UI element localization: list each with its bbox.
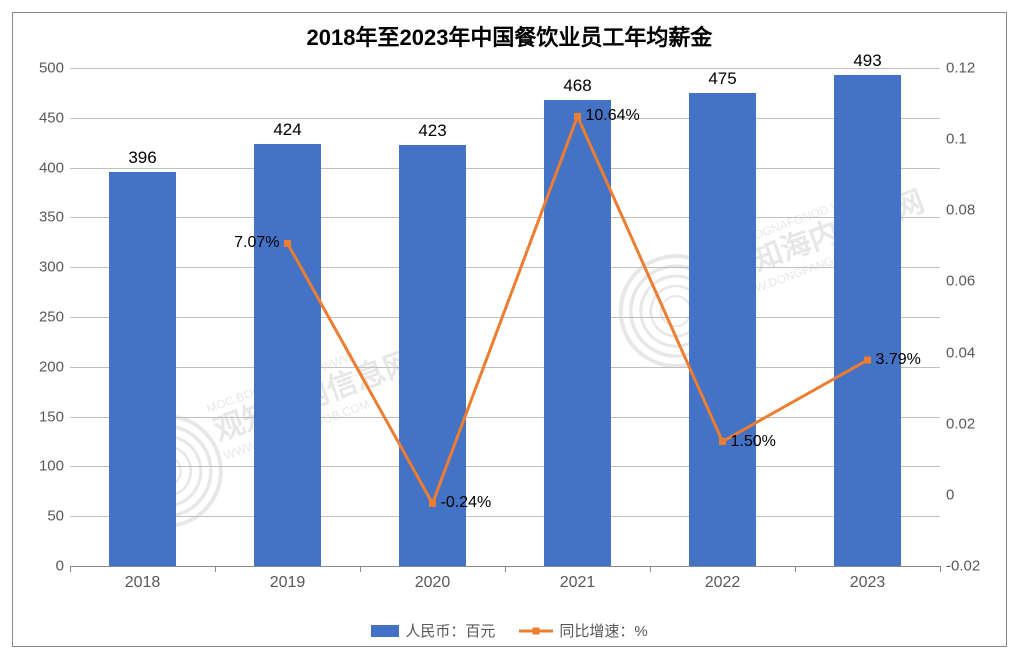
legend-item-bar: 人民币：百元 [371, 620, 495, 641]
legend-line-swatch [519, 624, 553, 638]
y-right-tick-label: 0.06 [940, 273, 975, 290]
y-right-tick-label: 0 [940, 486, 954, 503]
x-tick-label: 2023 [850, 566, 886, 592]
y-right-tick-label: 0.02 [940, 415, 975, 432]
line-path [288, 116, 868, 503]
bar-value-label: 423 [418, 121, 446, 141]
y-left-tick-label: 300 [39, 259, 70, 276]
line-value-label: 7.07% [234, 234, 279, 252]
legend-line-label: 同比增速：% [559, 620, 647, 641]
line-value-label: 10.64% [586, 107, 640, 125]
line-value-label: -0.24% [441, 494, 492, 512]
x-tick [360, 566, 361, 572]
bar-value-label: 468 [563, 76, 591, 96]
x-tick-label: 2020 [415, 566, 451, 592]
legend-bar-label: 人民币：百元 [405, 620, 495, 641]
x-tick-label: 2022 [705, 566, 741, 592]
line-series [70, 68, 940, 566]
y-right-tick-label: 0.1 [940, 131, 967, 148]
x-tick [215, 566, 216, 572]
line-value-label: 3.79% [876, 351, 921, 369]
legend-bar-swatch [371, 625, 399, 637]
line-marker [864, 357, 871, 364]
chart-root: 2018年至2023年中国餐饮业员工年均薪金 观知海内信息网WWW.DONGFA… [0, 0, 1019, 659]
legend-item-line: 同比增速：% [519, 620, 647, 641]
line-marker [719, 438, 726, 445]
bar-value-label: 424 [273, 120, 301, 140]
bar-value-label: 475 [708, 69, 736, 89]
x-tick-label: 2018 [125, 566, 161, 592]
y-left-tick-label: 50 [47, 508, 70, 525]
y-left-tick-label: 0 [56, 558, 70, 575]
y-right-tick-label: 0.04 [940, 344, 975, 361]
y-left-tick-label: 400 [39, 159, 70, 176]
line-value-label: 1.50% [731, 433, 776, 451]
bar-value-label: 396 [128, 148, 156, 168]
y-left-tick-label: 350 [39, 209, 70, 226]
x-tick [505, 566, 506, 572]
x-tick [70, 566, 71, 572]
y-left-tick-label: 200 [39, 358, 70, 375]
chart-title: 2018年至2023年中国餐饮业员工年均薪金 [0, 20, 1019, 52]
line-marker [574, 113, 581, 120]
y-left-tick-label: 500 [39, 60, 70, 77]
x-tick-label: 2021 [560, 566, 596, 592]
bar-value-label: 493 [853, 51, 881, 71]
x-tick-label: 2019 [270, 566, 306, 592]
x-tick [940, 566, 941, 572]
line-marker [284, 240, 291, 247]
y-right-tick-label: 0.08 [940, 202, 975, 219]
x-tick [795, 566, 796, 572]
y-left-tick-label: 250 [39, 309, 70, 326]
legend: 人民币：百元 同比增速：% [0, 620, 1019, 641]
x-tick [650, 566, 651, 572]
y-right-tick-label: 0.12 [940, 60, 975, 77]
y-left-tick-label: 150 [39, 408, 70, 425]
y-left-tick-label: 100 [39, 458, 70, 475]
line-marker [429, 500, 436, 507]
plot-area: 观知海内信息网WWW.DONGFANGOB.COMMOC.BOGNAFGNOD.… [70, 68, 940, 566]
y-right-tick-label: -0.02 [940, 558, 980, 575]
y-left-tick-label: 450 [39, 109, 70, 126]
